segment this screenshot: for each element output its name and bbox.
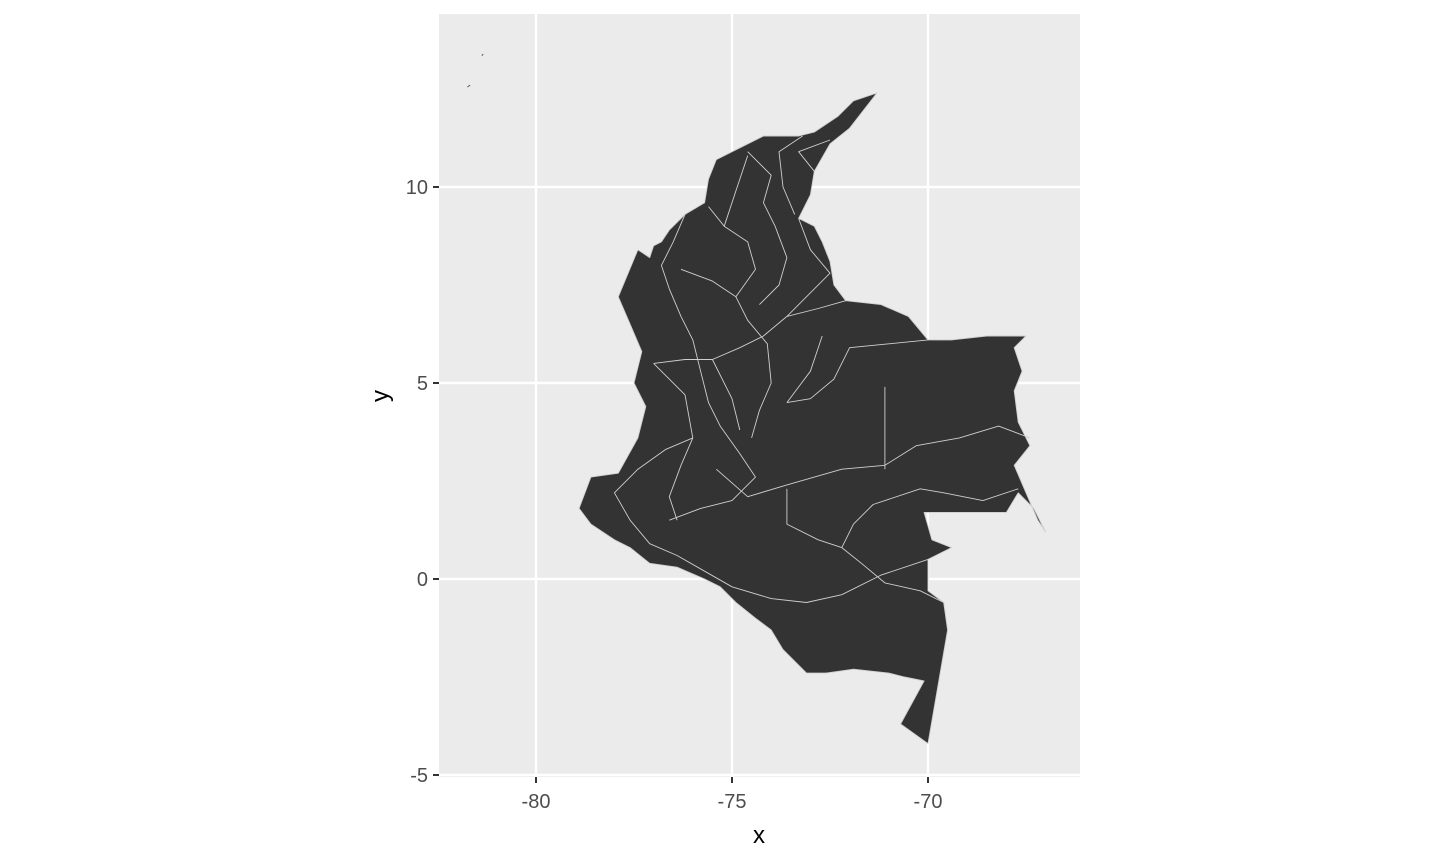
- x-axis-title: x: [753, 822, 765, 849]
- department-border: [669, 316, 756, 521]
- department-border: [704, 558, 929, 603]
- colombia-outline: [578, 92, 1047, 745]
- department-border: [786, 488, 944, 603]
- departments-layer: [467, 53, 1047, 745]
- department-border: [841, 488, 1019, 548]
- department-border: [786, 335, 823, 403]
- department-border: [786, 218, 831, 317]
- department-border: [778, 135, 803, 215]
- department-border: [723, 155, 749, 227]
- y-tick-label: 0: [417, 569, 428, 591]
- department-border: [711, 359, 741, 431]
- y-tick-label: 10: [406, 177, 428, 199]
- department-border: [747, 151, 788, 305]
- department-border: [660, 214, 686, 317]
- department-borders: [613, 135, 1031, 603]
- y-axis-title: y: [367, 390, 394, 402]
- island: [481, 53, 484, 57]
- island: [467, 84, 471, 88]
- axis-ticks: -80 -75 -70 -5 0 5 10: [406, 177, 943, 813]
- y-tick-label: -5: [410, 765, 428, 787]
- department-border: [653, 363, 694, 521]
- y-tick-label: 5: [417, 373, 428, 395]
- x-tick-label: -80: [522, 791, 551, 813]
- department-border: [786, 339, 929, 404]
- department-border: [735, 296, 772, 439]
- department-border: [653, 300, 846, 364]
- department-border: [613, 437, 705, 572]
- x-tick-label: -75: [718, 791, 747, 813]
- department-border: [798, 139, 831, 172]
- x-tick-label: -70: [914, 791, 943, 813]
- department-border: [716, 425, 1031, 498]
